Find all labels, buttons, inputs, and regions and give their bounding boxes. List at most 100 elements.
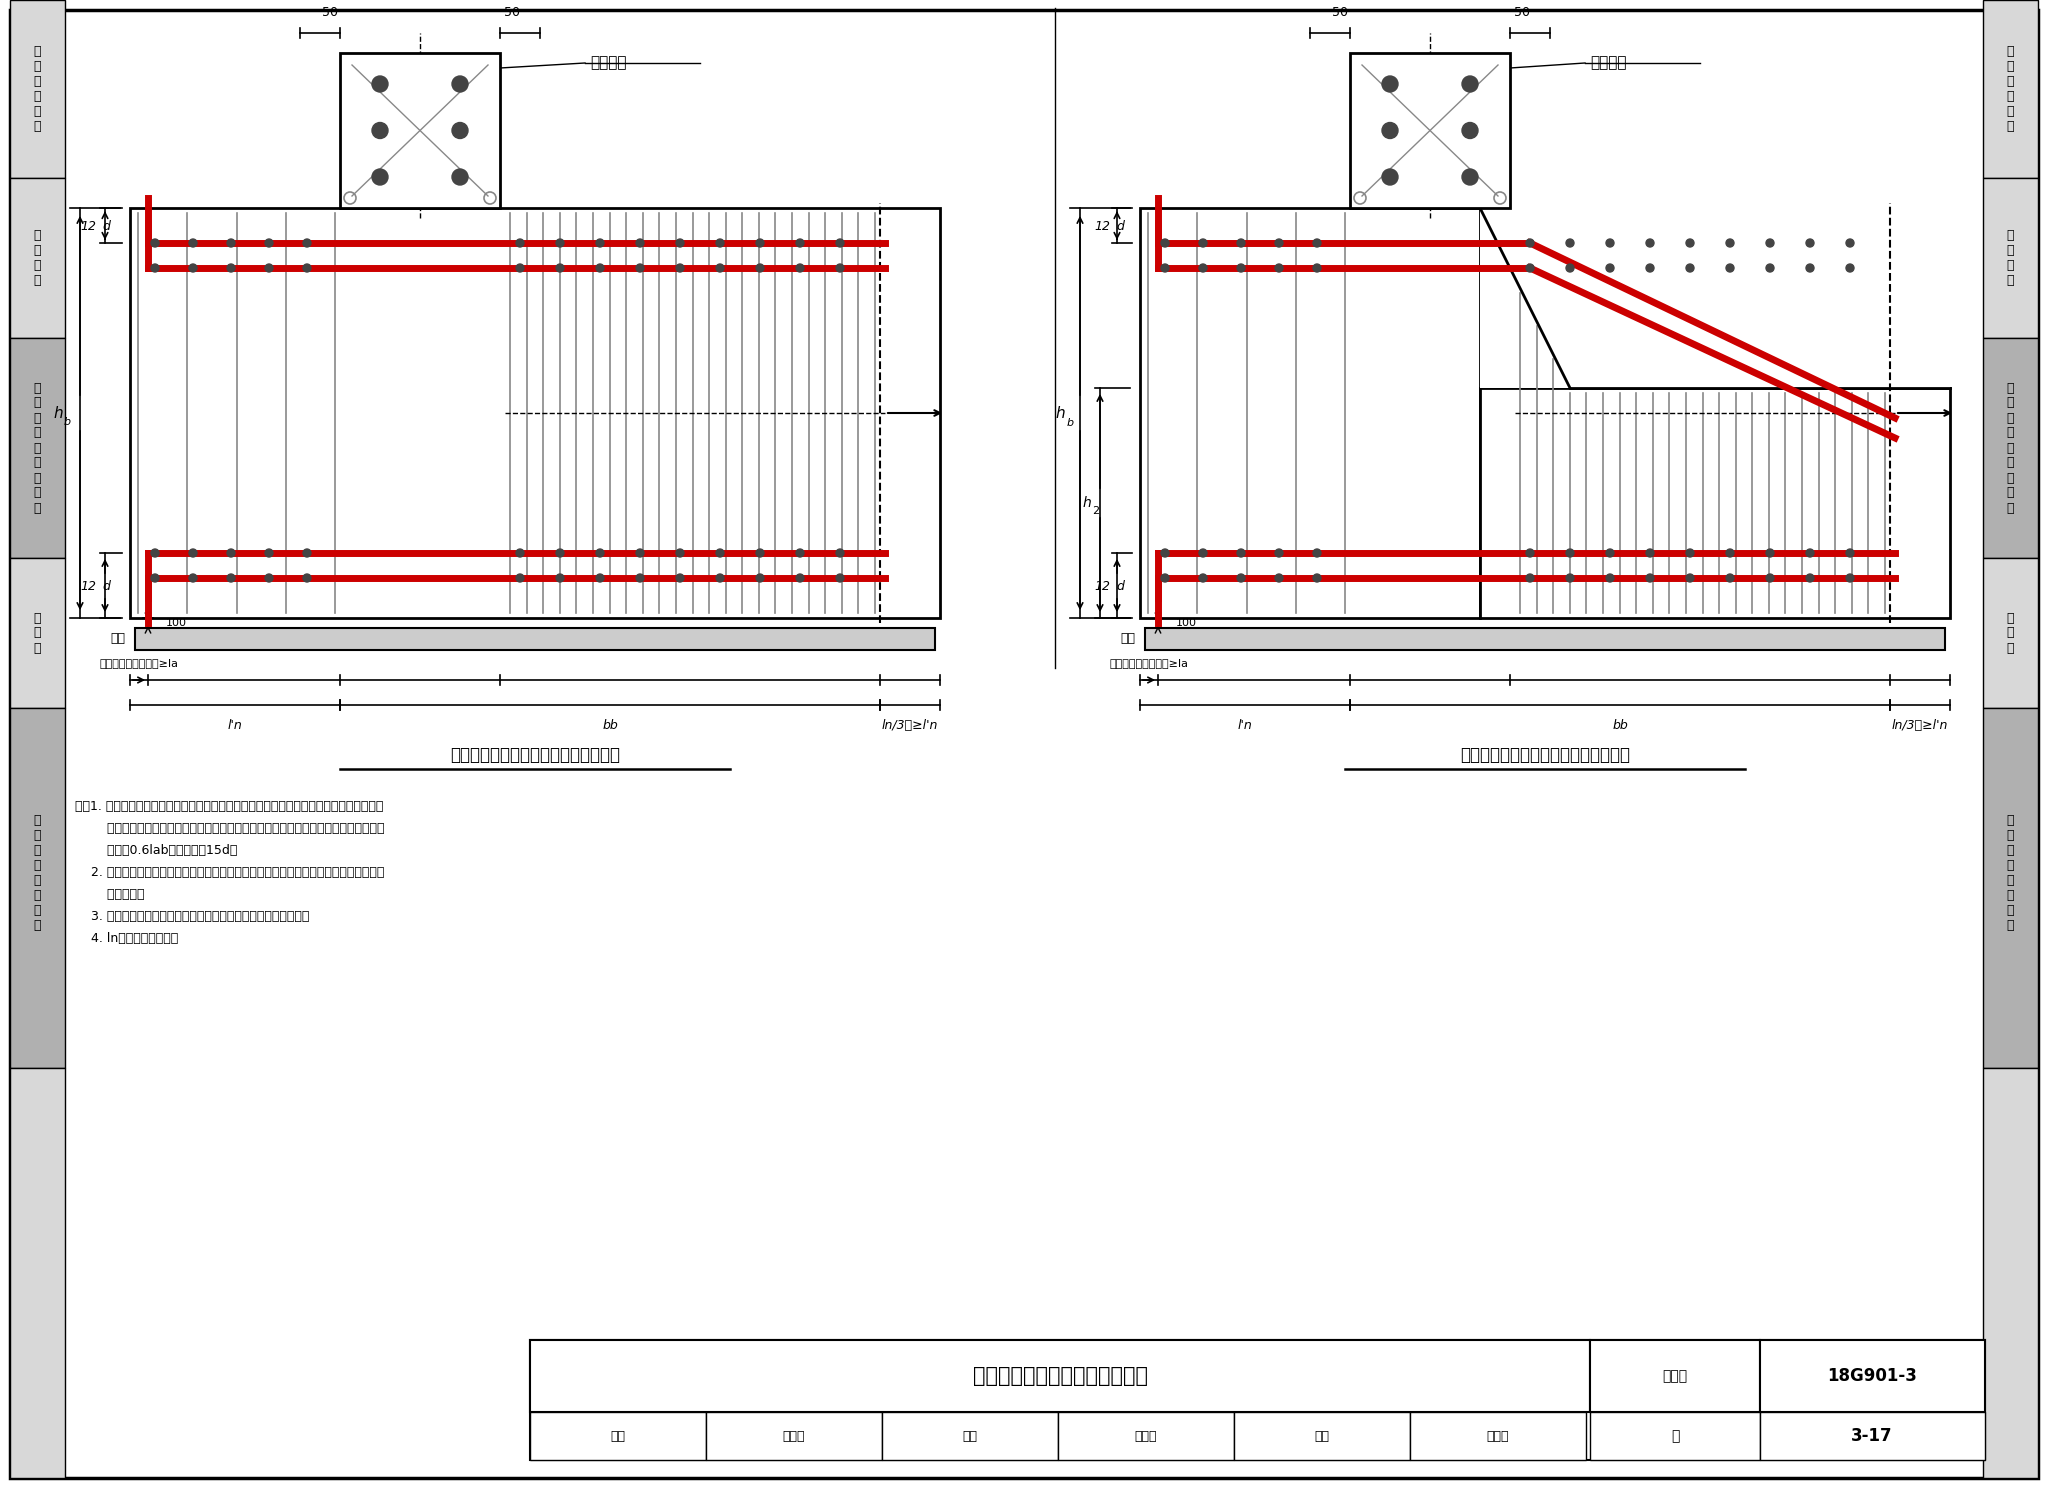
- Text: 校对: 校对: [963, 1430, 977, 1442]
- Circle shape: [516, 240, 524, 247]
- Circle shape: [1276, 549, 1282, 557]
- Bar: [340, 54, 500, 208]
- Text: d: d: [102, 220, 111, 232]
- Circle shape: [1237, 549, 1245, 557]
- Circle shape: [756, 263, 764, 272]
- Bar: [1145, 628, 1946, 650]
- Text: 不小于0.6lab，弯折长度15d。: 不小于0.6lab，弯折长度15d。: [76, 844, 238, 857]
- Circle shape: [836, 240, 844, 247]
- Text: b: b: [1067, 418, 1073, 429]
- Circle shape: [1237, 574, 1245, 582]
- Text: 50: 50: [322, 6, 338, 19]
- Circle shape: [596, 240, 604, 247]
- Circle shape: [1161, 240, 1169, 247]
- Circle shape: [637, 263, 643, 272]
- Circle shape: [453, 76, 469, 92]
- Text: 基础次梁端部变截面外伸钢筋排布构造: 基础次梁端部变截面外伸钢筋排布构造: [1460, 745, 1630, 763]
- Text: 12: 12: [80, 579, 96, 592]
- Circle shape: [1765, 549, 1774, 557]
- Circle shape: [1567, 240, 1575, 247]
- Text: 条
形
基
础
与
筏
形
基
础: 条 形 基 础 与 筏 形 基 础: [33, 381, 41, 515]
- Circle shape: [1726, 263, 1735, 272]
- Circle shape: [596, 549, 604, 557]
- Text: ln/3且≥l'n: ln/3且≥l'n: [883, 719, 938, 732]
- Circle shape: [1686, 240, 1694, 247]
- Circle shape: [1198, 574, 1206, 582]
- Bar: [1409, 1412, 1585, 1460]
- Circle shape: [1765, 240, 1774, 247]
- Circle shape: [1237, 263, 1245, 272]
- Bar: [1982, 338, 2038, 558]
- Circle shape: [227, 240, 236, 247]
- Text: 李志广: 李志广: [1135, 1430, 1157, 1442]
- Circle shape: [264, 574, 272, 582]
- Circle shape: [1647, 263, 1655, 272]
- Text: 3-17: 3-17: [1851, 1427, 1892, 1445]
- Text: h: h: [53, 406, 63, 421]
- Text: h: h: [1055, 406, 1065, 421]
- Bar: [530, 1341, 1985, 1460]
- Circle shape: [1198, 263, 1206, 272]
- Circle shape: [637, 549, 643, 557]
- Text: 基础主梁: 基础主梁: [590, 55, 627, 70]
- Text: 王怀元: 王怀元: [1487, 1430, 1509, 1442]
- Circle shape: [717, 549, 725, 557]
- Text: 独
立
基
础: 独 立 基 础: [2007, 229, 2013, 287]
- Bar: [530, 1412, 707, 1460]
- Circle shape: [1462, 122, 1479, 138]
- Text: 18G901-3: 18G901-3: [1827, 1367, 1917, 1385]
- Circle shape: [1726, 240, 1735, 247]
- Text: d: d: [1116, 579, 1124, 592]
- Bar: [1141, 208, 1481, 618]
- Text: 审核: 审核: [610, 1430, 625, 1442]
- Circle shape: [303, 549, 311, 557]
- Circle shape: [1382, 170, 1399, 185]
- Circle shape: [188, 263, 197, 272]
- Circle shape: [676, 574, 684, 582]
- Circle shape: [1606, 263, 1614, 272]
- Circle shape: [717, 263, 725, 272]
- Bar: [1059, 1412, 1235, 1460]
- Circle shape: [1806, 549, 1815, 557]
- Circle shape: [1276, 574, 1282, 582]
- Text: 基础次梁端部等截面外伸钢筋排布构造: 基础次梁端部等截面外伸钢筋排布构造: [451, 745, 621, 763]
- Bar: [1982, 1068, 2038, 1478]
- Bar: [1982, 558, 2038, 708]
- Circle shape: [797, 263, 805, 272]
- Circle shape: [1845, 263, 1853, 272]
- Circle shape: [1313, 240, 1321, 247]
- Text: 基础次梁端部外伸钢筋排布构造: 基础次梁端部外伸钢筋排布构造: [973, 1366, 1147, 1385]
- Bar: [1759, 1412, 1985, 1460]
- Circle shape: [637, 574, 643, 582]
- Circle shape: [516, 263, 524, 272]
- Circle shape: [264, 240, 272, 247]
- Circle shape: [1647, 549, 1655, 557]
- Text: 独
立
基
础: 独 立 基 础: [33, 229, 41, 287]
- Circle shape: [373, 76, 387, 92]
- Text: 伸至尽端后弯折，且≥la: 伸至尽端后弯折，且≥la: [100, 658, 178, 668]
- Circle shape: [227, 263, 236, 272]
- Bar: [1350, 54, 1509, 208]
- Circle shape: [227, 574, 236, 582]
- Circle shape: [188, 240, 197, 247]
- Circle shape: [152, 574, 160, 582]
- Bar: [10, 708, 66, 1068]
- Circle shape: [756, 574, 764, 582]
- Text: 12: 12: [1094, 220, 1110, 232]
- Text: l'n: l'n: [227, 719, 242, 732]
- Text: 伸至尽端后弯折，且≥la: 伸至尽端后弯折，且≥la: [1110, 658, 1188, 668]
- Circle shape: [1845, 574, 1853, 582]
- Circle shape: [1806, 263, 1815, 272]
- Text: 图集号: 图集号: [1663, 1369, 1688, 1382]
- Text: h: h: [1083, 496, 1092, 510]
- Bar: [129, 208, 940, 618]
- Circle shape: [1806, 574, 1815, 582]
- Circle shape: [596, 574, 604, 582]
- Circle shape: [1526, 263, 1534, 272]
- Circle shape: [1313, 263, 1321, 272]
- Bar: [1982, 708, 2038, 1068]
- Circle shape: [1845, 240, 1853, 247]
- Circle shape: [1567, 263, 1575, 272]
- Circle shape: [1647, 574, 1655, 582]
- Circle shape: [676, 240, 684, 247]
